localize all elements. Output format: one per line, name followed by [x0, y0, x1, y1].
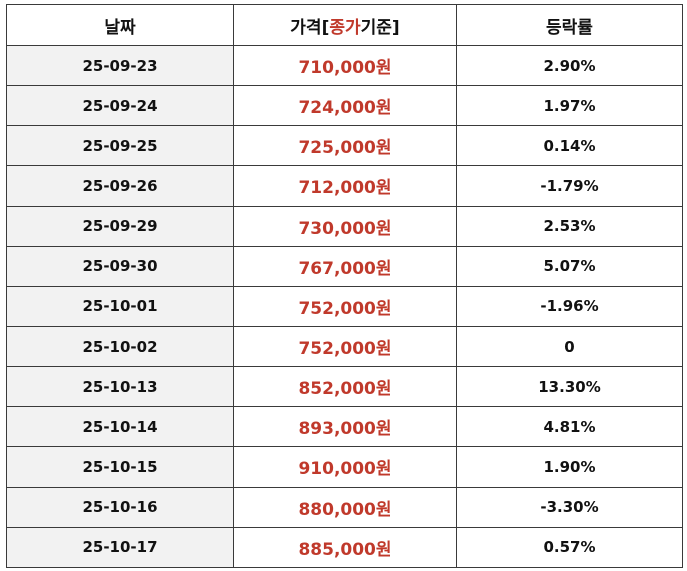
- price-cell: 880,000원: [233, 486, 457, 528]
- price-cell: 910,000원: [233, 446, 457, 488]
- date-cell: 25-09-26: [6, 165, 234, 207]
- table-row: 25-09-23 710,000원 2.90%: [6, 44, 683, 87]
- header-change: 등락률: [456, 4, 683, 46]
- table-body: 25-09-23 710,000원 2.90% 25-09-24 724,000원 1.9…: [6, 44, 683, 568]
- table-row: 25-09-30 767,000원 5.07%: [6, 245, 683, 287]
- price-cell: 767,000원: [233, 245, 457, 287]
- change-cell: 13.30%: [456, 366, 683, 408]
- table-header-row: 날짜 가격[종가기준] 등락률: [6, 4, 683, 46]
- date-cell: 25-10-16: [6, 486, 234, 528]
- table-row: 25-10-15 910,000원 1.90%: [6, 446, 683, 488]
- date-cell: 25-09-24: [6, 85, 234, 127]
- change-cell: 2.90%: [456, 44, 683, 87]
- price-table-container: 날짜 가격[종가기준] 등락률 25-09-23 710,000원 2.90% 25-…: [6, 4, 683, 568]
- date-cell: 25-09-25: [6, 125, 234, 167]
- date-cell: 25-10-13: [6, 366, 234, 408]
- change-cell: -1.96%: [456, 285, 683, 327]
- header-price-suffix: 기준]: [360, 17, 400, 38]
- header-date: 날짜: [6, 4, 234, 46]
- change-cell: 0.57%: [456, 526, 683, 568]
- change-cell: 5.07%: [456, 245, 683, 287]
- price-cell: 885,000원: [233, 526, 457, 568]
- date-cell: 25-10-15: [6, 446, 234, 488]
- change-cell: 1.97%: [456, 85, 683, 127]
- date-cell: 25-09-23: [6, 44, 234, 87]
- price-cell: 724,000원: [233, 85, 457, 127]
- table-row: 25-10-02 752,000원 0: [6, 325, 683, 368]
- price-cell: 730,000원: [233, 205, 457, 247]
- price-cell: 710,000원: [233, 44, 457, 87]
- date-cell: 25-10-01: [6, 285, 234, 327]
- table-row: 25-09-24 724,000원 1.97%: [6, 85, 683, 127]
- date-cell: 25-09-29: [6, 205, 234, 247]
- header-price-prefix: 가격[: [290, 17, 330, 38]
- price-cell: 725,000원: [233, 125, 457, 167]
- change-cell: 0.14%: [456, 125, 683, 167]
- table-row: 25-10-14 893,000원 4.81%: [6, 406, 683, 448]
- price-cell: 852,000원: [233, 366, 457, 408]
- date-cell: 25-09-30: [6, 245, 234, 287]
- change-cell: 4.81%: [456, 406, 683, 448]
- header-price: 가격[종가기준]: [233, 4, 457, 46]
- table-row: 25-09-26 712,000원 -1.79%: [6, 165, 683, 207]
- table-row: 25-09-25 725,000원 0.14%: [6, 125, 683, 167]
- change-cell: 2.53%: [456, 205, 683, 247]
- table-row: 25-10-13 852,000원 13.30%: [6, 366, 683, 408]
- date-cell: 25-10-02: [6, 325, 234, 368]
- header-price-highlight: 종가: [329, 17, 361, 38]
- change-cell: 0: [456, 325, 683, 368]
- table-row: 25-10-17 885,000원 0.57%: [6, 526, 683, 568]
- change-cell: -3.30%: [456, 486, 683, 528]
- price-cell: 893,000원: [233, 406, 457, 448]
- price-cell: 752,000원: [233, 325, 457, 368]
- table-row: 25-10-16 880,000원 -3.30%: [6, 486, 683, 528]
- price-table: 날짜 가격[종가기준] 등락률 25-09-23 710,000원 2.90% 25-…: [6, 4, 683, 568]
- table-row: 25-10-01 752,000원 -1.96%: [6, 285, 683, 327]
- price-cell: 752,000원: [233, 285, 457, 327]
- table-row: 25-09-29 730,000원 2.53%: [6, 205, 683, 247]
- change-cell: -1.79%: [456, 165, 683, 207]
- date-cell: 25-10-17: [6, 526, 234, 568]
- date-cell: 25-10-14: [6, 406, 234, 448]
- change-cell: 1.90%: [456, 446, 683, 488]
- price-cell: 712,000원: [233, 165, 457, 207]
